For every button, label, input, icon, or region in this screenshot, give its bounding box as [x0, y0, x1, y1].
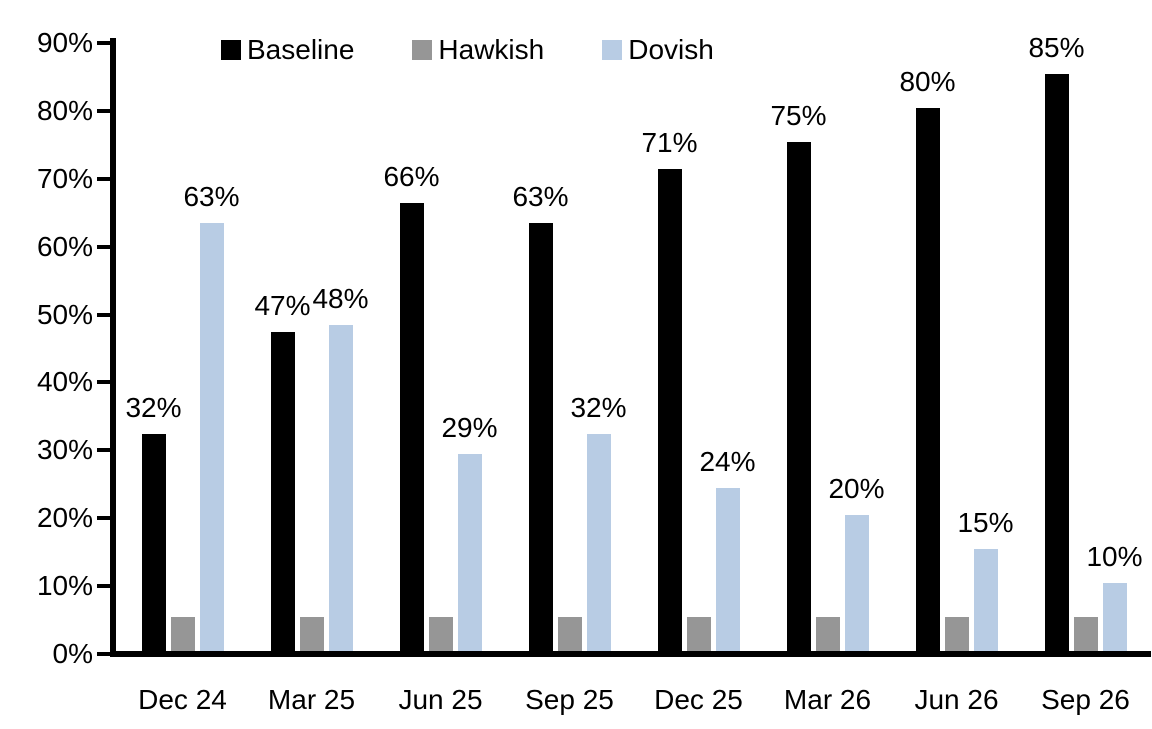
bar-hawkish-jun-26 — [944, 617, 969, 651]
bar-dovish-mar-26 — [844, 515, 869, 651]
bar-baseline-sep-26 — [1044, 73, 1069, 651]
bar-baseline-jun-25 — [399, 202, 424, 651]
bar-baseline-mar-25 — [270, 331, 295, 651]
y-axis-tick-label: 0% — [52, 638, 93, 669]
y-axis-tick — [97, 448, 111, 453]
bar-label-dovish-mar-26: 20% — [828, 473, 885, 505]
legend-item-dovish: Dovish — [602, 35, 714, 65]
bar-label-baseline-sep-26: 85% — [1028, 31, 1085, 63]
y-axis-tick — [97, 516, 111, 521]
legend-swatch-baseline — [221, 40, 241, 60]
x-axis-label-jun-25: Jun 25 — [398, 684, 483, 715]
bar-dovish-dec-24 — [199, 223, 224, 651]
y-axis-tick — [97, 108, 111, 113]
y-axis-tick-label: 50% — [36, 298, 93, 330]
y-axis-line — [110, 38, 116, 657]
y-axis-tick — [97, 584, 111, 589]
bar-dovish-dec-25 — [715, 488, 740, 651]
bar-label-dovish-mar-25: 48% — [312, 283, 369, 315]
x-axis-label-sep-26: Sep 26 — [1041, 684, 1130, 715]
y-axis-tick-label: 30% — [36, 434, 93, 466]
bar-hawkish-dec-25 — [686, 617, 711, 651]
y-axis-tick-label: 90% — [36, 27, 93, 58]
bar-hawkish-mar-26 — [815, 617, 840, 651]
bar-label-dovish-dec-24: 63% — [183, 181, 240, 213]
legend-item-hawkish: Hawkish — [412, 35, 544, 65]
bar-hawkish-mar-25 — [299, 617, 324, 651]
x-axis-line — [110, 651, 1151, 657]
x-axis-label-sep-25: Sep 25 — [525, 684, 614, 715]
y-axis-tick-label: 60% — [36, 230, 93, 262]
bar-label-baseline-jun-25: 66% — [383, 160, 440, 192]
bar-label-dovish-dec-25: 24% — [699, 446, 756, 478]
y-axis-tick-label: 40% — [36, 366, 93, 398]
x-axis-label-dec-24: Dec 24 — [138, 684, 227, 715]
y-axis-tick-label: 20% — [36, 502, 93, 534]
bar-dovish-jun-26 — [973, 549, 998, 651]
bar-label-dovish-sep-26: 10% — [1086, 541, 1143, 573]
bar-label-baseline-mar-25: 47% — [254, 289, 311, 321]
bar-baseline-dec-24 — [141, 433, 166, 651]
legend-swatch-dovish — [602, 40, 623, 60]
y-axis-tick — [97, 244, 111, 249]
y-axis-tick — [97, 380, 111, 385]
bar-baseline-mar-26 — [786, 141, 811, 651]
y-axis-tick — [97, 652, 111, 656]
bar-hawkish-jun-25 — [428, 617, 453, 651]
bar-label-dovish-jun-26: 15% — [957, 507, 1014, 539]
y-axis-tick — [97, 176, 111, 181]
chart-legend: Baseline Hawkish Dovish — [221, 35, 714, 65]
x-axis-label-mar-25: Mar 25 — [267, 684, 356, 715]
x-axis-label-mar-26: Mar 26 — [783, 684, 872, 715]
bar-dovish-mar-25 — [328, 325, 353, 651]
bar-hawkish-sep-25 — [557, 617, 582, 651]
y-axis-tick — [97, 41, 111, 45]
bar-label-baseline-sep-25: 63% — [512, 181, 569, 213]
bar-label-baseline-jun-26: 80% — [899, 65, 956, 97]
bar-dovish-sep-26 — [1102, 583, 1127, 651]
legend-label-baseline: Baseline — [247, 34, 355, 65]
legend-swatch-hawkish — [412, 40, 433, 60]
y-axis-tick-label: 80% — [36, 94, 93, 126]
bar-hawkish-dec-24 — [170, 617, 195, 651]
legend-item-baseline: Baseline — [221, 35, 354, 65]
x-axis-label-dec-25: Dec 25 — [654, 684, 743, 715]
bar-label-baseline-dec-24: 32% — [125, 391, 182, 423]
bar-dovish-jun-25 — [457, 454, 482, 651]
y-axis-tick-label: 70% — [36, 162, 93, 194]
legend-label-dovish: Dovish — [628, 34, 714, 65]
bar-hawkish-sep-26 — [1073, 617, 1098, 651]
bar-baseline-jun-26 — [915, 107, 940, 651]
x-axis-label-jun-26: Jun 26 — [914, 684, 999, 715]
bar-label-dovish-sep-25: 32% — [570, 391, 627, 423]
bar-label-dovish-jun-25: 29% — [441, 412, 498, 444]
bar-dovish-sep-25 — [586, 433, 611, 651]
bar-baseline-sep-25 — [528, 223, 553, 651]
bar-label-baseline-dec-25: 71% — [641, 127, 698, 158]
bar-baseline-dec-25 — [657, 169, 682, 651]
y-axis-tick-label: 10% — [36, 570, 93, 602]
y-axis-tick — [97, 312, 111, 317]
bar-label-baseline-mar-26: 75% — [770, 99, 827, 131]
legend-label-hawkish: Hawkish — [438, 34, 545, 65]
